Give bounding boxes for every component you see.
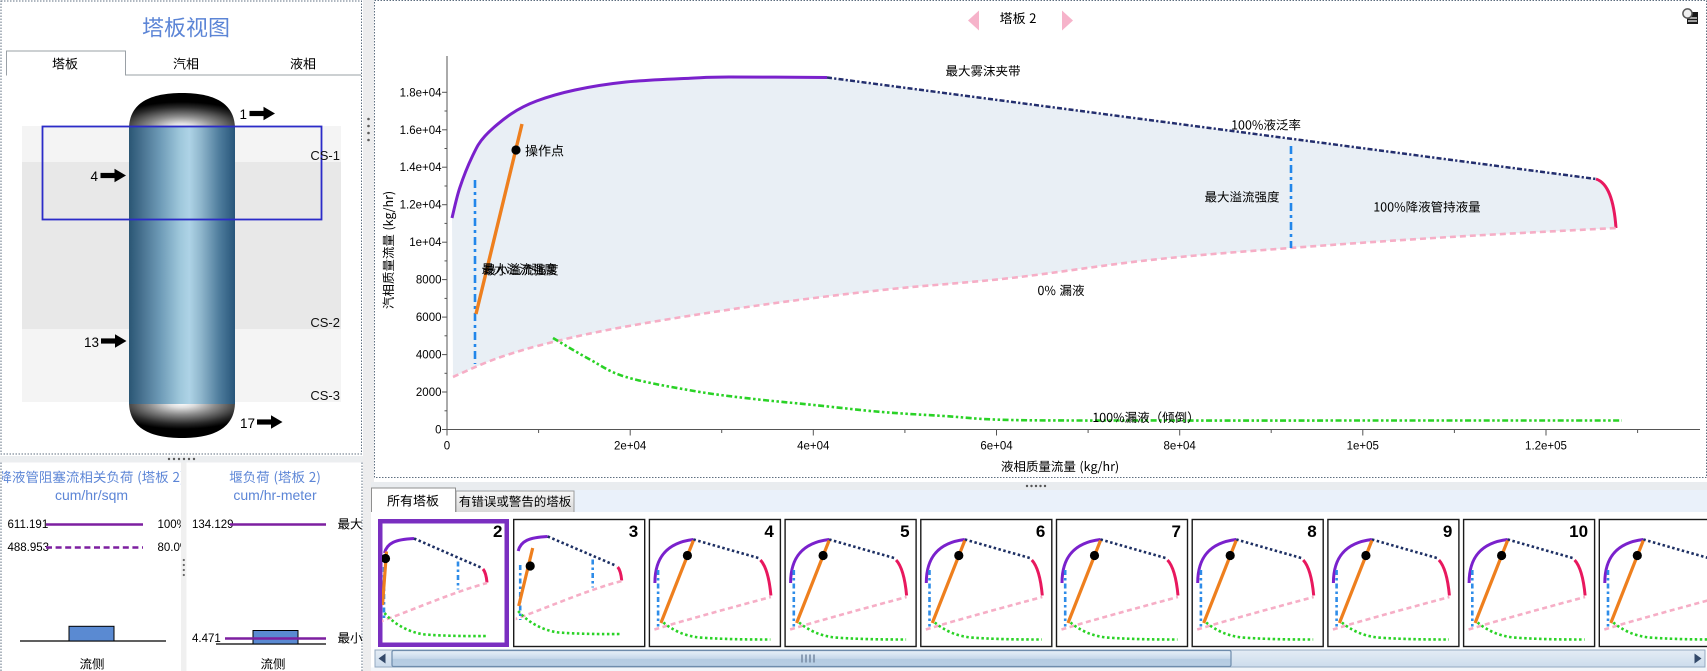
svg-text:4.471: 4.471 (192, 633, 221, 645)
svg-text:611.191: 611.191 (8, 519, 49, 531)
svg-text:8e+04: 8e+04 (1164, 441, 1197, 453)
svg-text:6000: 6000 (416, 312, 442, 324)
svg-text:4e+04: 4e+04 (797, 441, 830, 453)
svg-text:3: 3 (629, 522, 638, 541)
svg-text:1.2e+04: 1.2e+04 (400, 200, 442, 212)
svg-text:2000: 2000 (416, 387, 442, 399)
svg-text:4: 4 (90, 169, 98, 184)
svg-text:17: 17 (240, 416, 255, 431)
svg-text:2: 2 (493, 522, 502, 541)
svg-text:8000: 8000 (416, 275, 442, 287)
svg-text:1e+05: 1e+05 (1347, 441, 1379, 453)
svg-text:0: 0 (444, 441, 450, 453)
svg-text:8: 8 (1307, 522, 1316, 541)
svg-text:5: 5 (900, 522, 909, 541)
svg-text:134.129: 134.129 (192, 519, 234, 531)
svg-text:1.8e+04: 1.8e+04 (400, 87, 442, 99)
svg-text:CS-3: CS-3 (310, 388, 340, 403)
svg-text:2e+04: 2e+04 (614, 441, 647, 453)
svg-text:CS-2: CS-2 (310, 315, 340, 330)
svg-text:6: 6 (1036, 522, 1045, 541)
svg-text:100%: 100% (158, 519, 187, 531)
svg-text:10: 10 (1569, 522, 1588, 541)
svg-text:4: 4 (764, 522, 774, 541)
svg-text:4000: 4000 (416, 350, 442, 362)
svg-text:0: 0 (435, 425, 441, 437)
svg-text:cum/hr-meter: cum/hr-meter (233, 487, 317, 503)
svg-text:1.2e+05: 1.2e+05 (1525, 441, 1567, 453)
svg-text:1: 1 (239, 107, 247, 122)
svg-text:cum/hr/sqm: cum/hr/sqm (55, 487, 128, 503)
svg-text:488.953: 488.953 (8, 542, 50, 554)
svg-text:1e+04: 1e+04 (409, 237, 442, 249)
svg-text:CS-1: CS-1 (310, 148, 340, 163)
svg-text:1.4e+04: 1.4e+04 (400, 162, 442, 174)
svg-text:1.6e+04: 1.6e+04 (400, 125, 442, 137)
svg-text:9: 9 (1443, 522, 1452, 541)
svg-text:7: 7 (1172, 522, 1181, 541)
svg-text:13: 13 (84, 335, 99, 350)
svg-text:6e+04: 6e+04 (980, 441, 1013, 453)
svg-text:80.0%: 80.0% (158, 542, 191, 554)
